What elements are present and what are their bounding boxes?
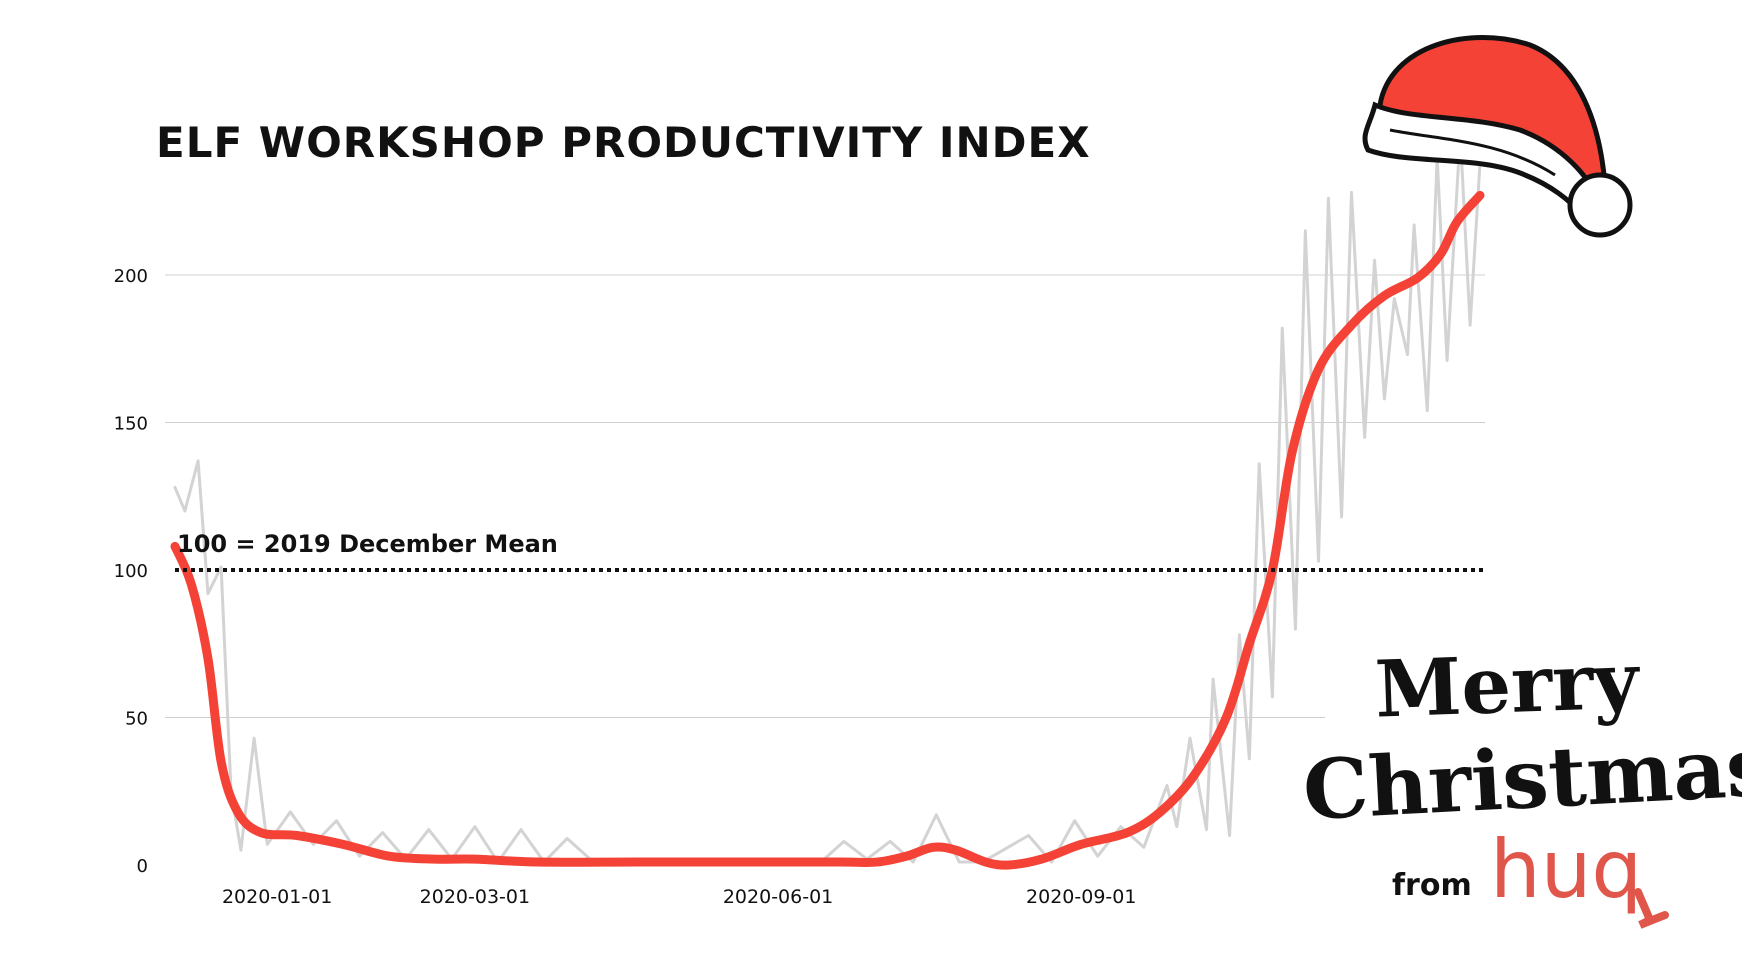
series-line-smoothed — [170, 190, 1485, 870]
greeting-line-1: Merry — [1373, 635, 1640, 736]
series-line-raw — [173, 131, 1482, 864]
y-tick-label: 150 — [114, 414, 148, 435]
chart-title: ELF WORKSHOP PRODUCTIVITY INDEX — [156, 118, 1091, 167]
y-tick-label: 100 — [114, 561, 148, 582]
reference-line-label: 100 = 2019 December Mean — [177, 530, 558, 558]
greeting-from: from — [1392, 868, 1472, 903]
x-axis-ticks: 2020-01-01 2020-03-01 2020-06-01 2020-09-01 — [222, 886, 1137, 908]
gridlines — [165, 274, 1485, 718]
x-tick-label: 2020-06-01 — [723, 886, 833, 908]
reference-line-group: 100 = 2019 December Mean — [175, 530, 1485, 572]
santa-hat-icon — [1362, 35, 1633, 238]
x-tick-label: 2020-01-01 — [222, 886, 332, 908]
y-tick-label: 200 — [114, 266, 148, 287]
y-tick-label: 50 — [125, 709, 148, 730]
x-tick-label: 2020-03-01 — [420, 886, 530, 908]
brand-logo-text: huq — [1490, 823, 1643, 916]
brand-logo: huq — [1490, 830, 1670, 940]
y-tick-label: 0 — [137, 856, 148, 877]
y-axis-ticks: 0 50 100 150 200 — [114, 266, 148, 877]
series-lines — [170, 131, 1485, 870]
x-tick-label: 2020-09-01 — [1026, 886, 1136, 908]
